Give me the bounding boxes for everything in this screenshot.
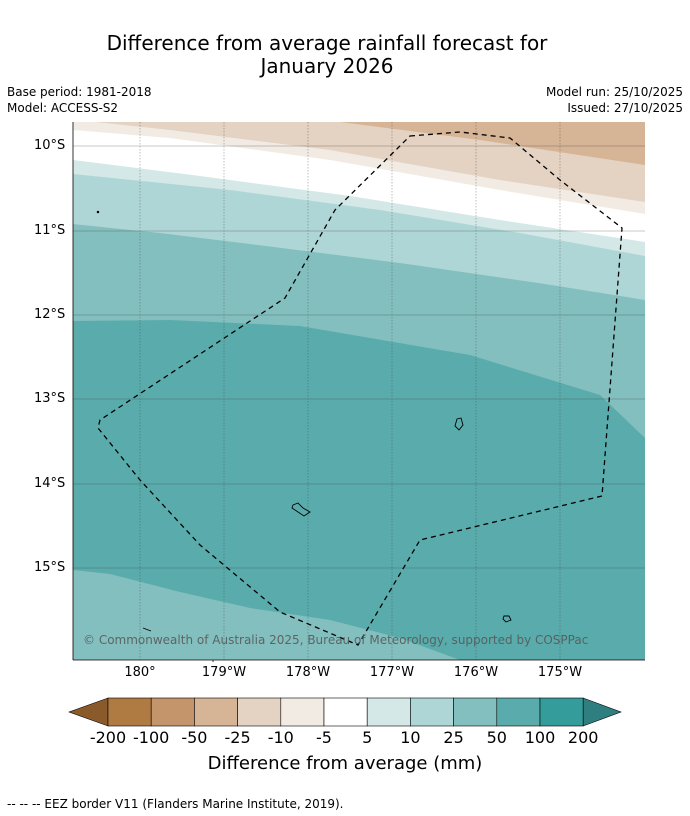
lat-label-13s: 13°S bbox=[34, 391, 66, 406]
colorbar-tick-label: 25 bbox=[443, 728, 464, 747]
colorbar-tick-label: 200 bbox=[567, 728, 599, 747]
eez-border bbox=[97, 131, 623, 646]
colorbar-segment bbox=[107, 697, 152, 727]
map-frame bbox=[72, 122, 645, 662]
lat-label-14s: 14°S bbox=[34, 476, 66, 491]
island-southeast bbox=[502, 615, 512, 623]
colorbar-segment bbox=[410, 697, 454, 727]
colorbar-tick-label: -10 bbox=[267, 728, 294, 747]
lon-label-176w: 176°W bbox=[453, 665, 499, 680]
colorbar-tick-label: 50 bbox=[486, 728, 507, 747]
base-period-text: Base period: 1981-2018 bbox=[7, 85, 152, 99]
island-northwest bbox=[96, 210, 100, 214]
copyright-notice: © Commonwealth of Australia 2025, Bureau… bbox=[83, 633, 589, 647]
lon-label-175w: 175°W bbox=[537, 665, 583, 680]
model-text: Model: ACCESS-S2 bbox=[7, 101, 119, 115]
lat-label-15s: 15°S bbox=[34, 560, 66, 575]
lat-label-11s: 11°S bbox=[34, 223, 66, 238]
colorbar-segment bbox=[150, 697, 195, 727]
colorbar-segment bbox=[453, 697, 498, 727]
colorbar-segment bbox=[237, 697, 282, 727]
lat-label-12s: 12°S bbox=[34, 307, 66, 322]
colorbar-segment bbox=[323, 697, 368, 727]
colorbar-segment bbox=[539, 697, 584, 727]
issued-text: Issued: 27/10/2025 bbox=[567, 101, 683, 115]
colorbar-segment bbox=[280, 697, 325, 727]
map-title-line1: Difference from average rainfall forecas… bbox=[106, 31, 548, 55]
colorbar-arrow-left bbox=[68, 697, 109, 727]
colorbar-title: Difference from average (mm) bbox=[207, 753, 483, 774]
colorbar-segment bbox=[496, 697, 541, 727]
island-east bbox=[454, 417, 464, 431]
model-run-text: Model run: 25/10/2025 bbox=[545, 85, 683, 99]
islands bbox=[96, 210, 512, 632]
band-neg50-neg25 bbox=[340, 122, 645, 165]
island-southwest bbox=[142, 627, 152, 632]
lon-label-178w: 178°W bbox=[285, 665, 331, 680]
colorbar-tick-label: -200 bbox=[89, 728, 127, 747]
lat-label-10s: 10°S bbox=[34, 138, 66, 153]
band-south-25-50 bbox=[73, 570, 460, 660]
rainfall-contours bbox=[73, 122, 645, 660]
colorbar-segment bbox=[194, 697, 238, 727]
island-center bbox=[291, 502, 311, 517]
colorbar-arrow-right bbox=[582, 697, 622, 727]
lon-label-180: 180° bbox=[124, 665, 156, 680]
colorbar-tick-label: -100 bbox=[133, 728, 170, 747]
lon-label-177w: 177°W bbox=[369, 665, 415, 680]
eez-legend-note: -- -- -- EEZ border V11 (Flanders Marine… bbox=[7, 797, 344, 811]
colorbar bbox=[68, 697, 622, 727]
colorbar-tick-label: 10 bbox=[400, 728, 421, 747]
colorbar-tick-label: -50 bbox=[181, 728, 208, 747]
graticule bbox=[73, 122, 645, 660]
lon-label-179w: 179°W bbox=[201, 665, 247, 680]
map-title-line2: January 2026 bbox=[260, 54, 394, 78]
colorbar-tick-label: -5 bbox=[316, 728, 332, 747]
colorbar-tick-label: 100 bbox=[524, 728, 556, 747]
colorbar-segment bbox=[366, 697, 411, 727]
colorbar-tick-label: -25 bbox=[224, 728, 251, 747]
colorbar-tick-label: 5 bbox=[362, 728, 373, 747]
